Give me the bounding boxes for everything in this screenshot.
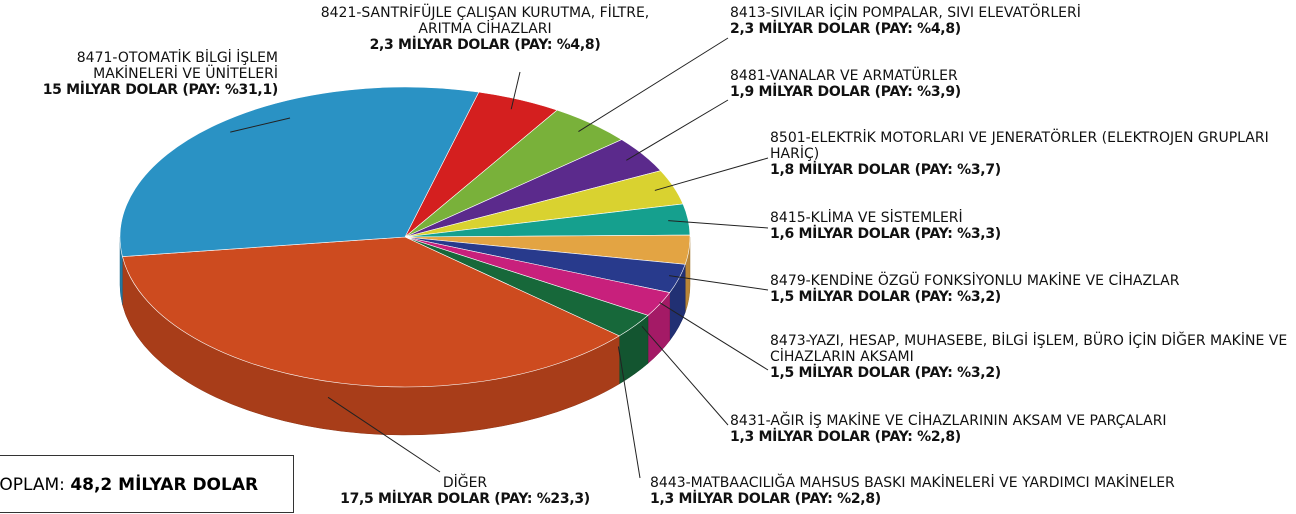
value-label: 1,5 MİLYAR DOLAR (PAY: %3,2) bbox=[770, 365, 1001, 381]
category-label: 8415-KLİMA VE SİSTEMLERİ bbox=[770, 210, 963, 226]
category-label: 8421-SANTRİFÜJLE ÇALIŞAN KURUTMA, FİLTRE… bbox=[320, 5, 650, 37]
slice-label: 8481-VANALAR VE ARMATÜRLER 1,9 MİLYAR DOL… bbox=[730, 68, 1250, 100]
value-label: 1,3 MİLYAR DOLAR (PAY: %2,8) bbox=[730, 429, 961, 445]
category-label: 8413-SIVILAR İÇİN POMPALAR, SIVI ELEVATÖ… bbox=[730, 5, 1081, 21]
value-label: 1,3 MİLYAR DOLAR (PAY: %2,8) bbox=[650, 491, 881, 507]
value-label: 1,6 MİLYAR DOLAR (PAY: %3,3) bbox=[770, 226, 1001, 242]
total-box: TOPLAM: 48,2 MİLYAR DOLAR bbox=[0, 455, 294, 513]
leader-line bbox=[641, 325, 729, 426]
category-label: DİĞER bbox=[442, 475, 488, 491]
slice-label: DİĞER 17,5 MİLYAR DOLAR (PAY: %23,3) bbox=[300, 475, 630, 507]
leader-line bbox=[668, 220, 769, 229]
slice-label: 8443-MATBAACILIĞA MAHSUS BASKI MAKİNELER… bbox=[650, 475, 1290, 507]
category-label: 8471-OTOMATİK BİLGİ İŞLEM MAKİNELERİ VE … bbox=[76, 50, 278, 82]
slice bbox=[119, 86, 480, 257]
slice-label: 8479-KENDİNE ÖZGÜ FONKSİYONLU MAKİNE VE … bbox=[770, 273, 1290, 305]
category-label: 8479-KENDİNE ÖZGÜ FONKSİYONLU MAKİNE VE … bbox=[770, 273, 1180, 289]
leader-line bbox=[669, 275, 769, 291]
total-label: TOPLAM: bbox=[0, 475, 65, 495]
value-label: 2,3 MİLYAR DOLAR (PAY: %4,8) bbox=[730, 21, 961, 37]
value-label: 17,5 MİLYAR DOLAR (PAY: %23,3) bbox=[340, 491, 590, 507]
category-label: 8431-AĞIR İŞ MAKİNE VE CİHAZLARININ AKSA… bbox=[730, 413, 1167, 429]
slice-label: 8431-AĞIR İŞ MAKİNE VE CİHAZLARININ AKSA… bbox=[730, 413, 1270, 445]
value-label: 1,5 MİLYAR DOLAR (PAY: %3,2) bbox=[770, 289, 1001, 305]
value-label: 1,8 MİLYAR DOLAR (PAY: %3,7) bbox=[770, 162, 1001, 178]
value-label: 1,9 MİLYAR DOLAR (PAY: %3,9) bbox=[730, 84, 961, 100]
category-label: 8501-ELEKTRİK MOTORLARI VE JENERATÖRLER … bbox=[770, 130, 1269, 162]
category-label: 8481-VANALAR VE ARMATÜRLER bbox=[730, 68, 958, 84]
leader-line bbox=[617, 346, 641, 479]
leader-line bbox=[510, 71, 521, 110]
slice-label: 8421-SANTRİFÜJLE ÇALIŞAN KURUTMA, FİLTRE… bbox=[320, 5, 650, 53]
leader-line bbox=[654, 157, 769, 191]
slice bbox=[122, 236, 620, 388]
value-label: 2,3 MİLYAR DOLAR (PAY: %4,8) bbox=[369, 37, 601, 53]
leader-line bbox=[659, 302, 769, 371]
leader-line bbox=[230, 117, 291, 133]
value-label: 15 MİLYAR DOLAR (PAY: %31,1) bbox=[42, 82, 279, 98]
slice-label: 8501-ELEKTRİK MOTORLARI VE JENERATÖRLER … bbox=[770, 130, 1290, 178]
slice-label: 8415-KLİMA VE SİSTEMLERİ 1,6 MİLYAR DOLAR… bbox=[770, 210, 1290, 242]
leader-line bbox=[327, 396, 441, 473]
category-label: 8473-YAZI, HESAP, MUHASEBE, BİLGİ İŞLEM,… bbox=[770, 333, 1288, 365]
slice-label: 8471-OTOMATİK BİLGİ İŞLEM MAKİNELERİ VE … bbox=[0, 50, 279, 98]
leader-line bbox=[626, 99, 729, 161]
category-label: 8443-MATBAACILIĞA MAHSUS BASKI MAKİNELER… bbox=[650, 475, 1175, 491]
leader-line bbox=[578, 37, 729, 132]
total-value: 48,2 MİLYAR DOLAR bbox=[70, 475, 259, 495]
slice-label: 8473-YAZI, HESAP, MUHASEBE, BİLGİ İŞLEM,… bbox=[770, 333, 1290, 381]
slice-label: 8413-SIVILAR İÇİN POMPALAR, SIVI ELEVATÖ… bbox=[730, 5, 1250, 37]
